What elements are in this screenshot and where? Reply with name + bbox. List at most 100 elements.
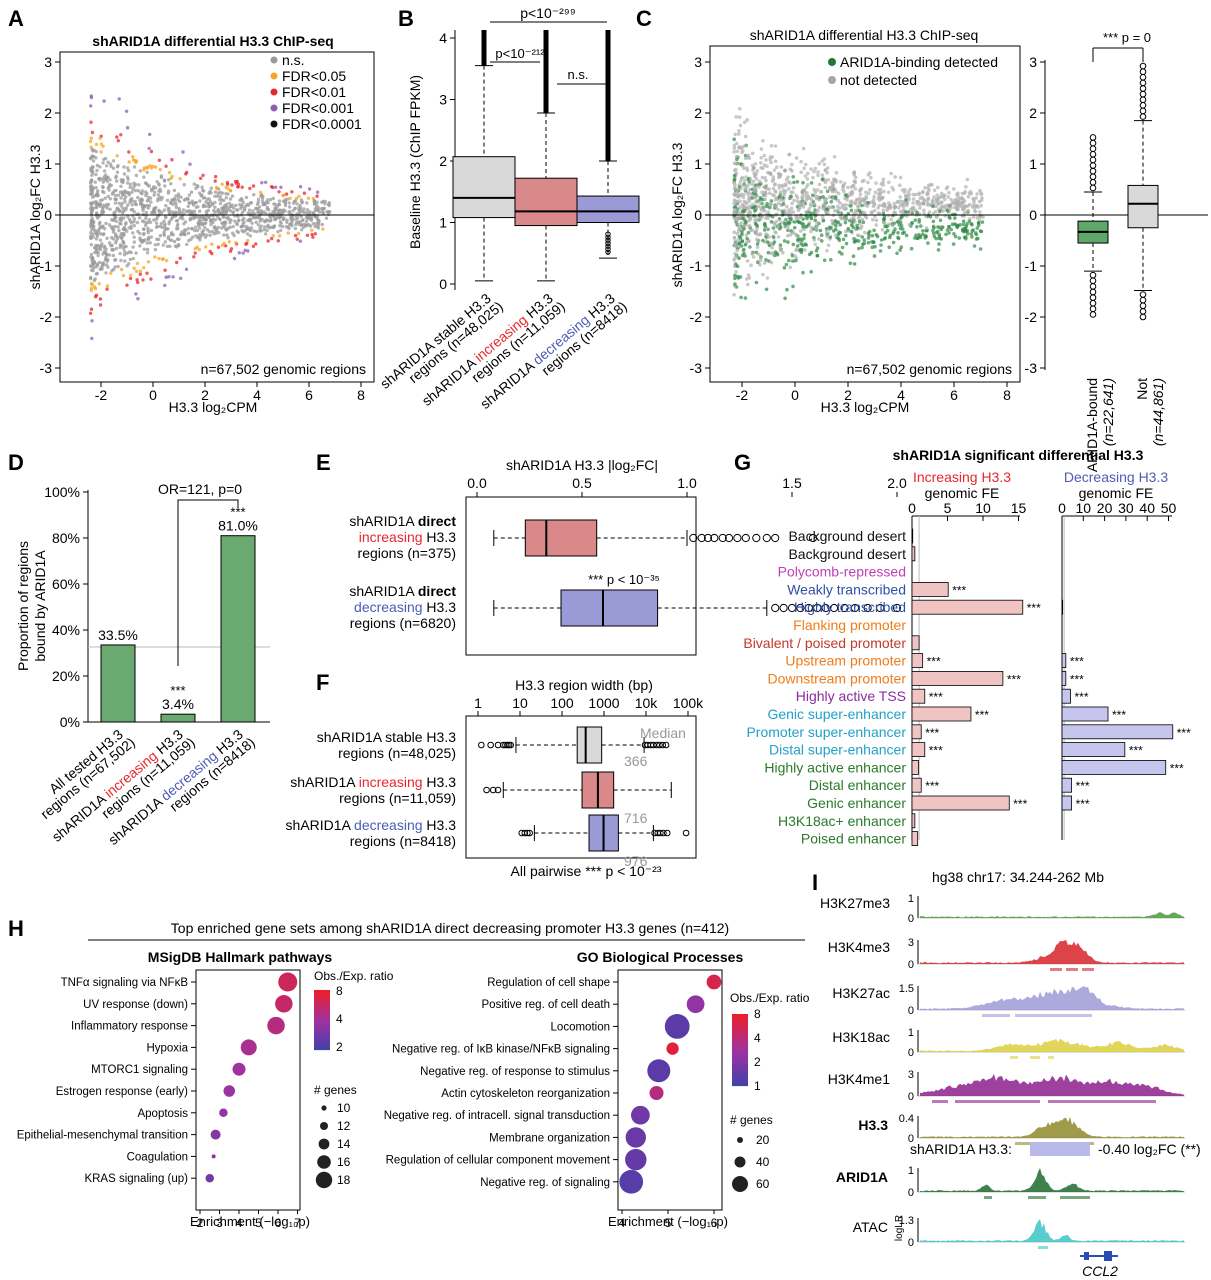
scatter-point xyxy=(153,243,157,247)
scatter-point xyxy=(160,210,164,214)
outlier xyxy=(733,533,742,543)
dec-significance: *** xyxy=(1070,672,1084,686)
row-label: Poised enhancer xyxy=(801,831,906,847)
scatter-point xyxy=(242,216,246,221)
scatter-point xyxy=(752,195,757,199)
panel-h-right-genes-title: # genes xyxy=(730,1113,773,1127)
inc-bar xyxy=(911,671,1004,686)
scatter-point xyxy=(771,226,776,230)
colorbar-tick: 2 xyxy=(754,1055,761,1069)
scatter-point xyxy=(283,198,287,202)
scatter-point xyxy=(156,193,160,197)
panel-a-letter: A xyxy=(8,6,24,31)
scatter-point xyxy=(758,200,762,204)
scatter-point xyxy=(102,203,106,207)
scatter-point xyxy=(752,186,757,190)
scatter-point xyxy=(797,206,802,210)
scatter-point xyxy=(830,189,834,193)
scatter-point xyxy=(146,237,151,241)
scatter-point xyxy=(962,235,967,240)
gene-set-label: Negative reg. of IκB kinase/NFκB signali… xyxy=(392,1044,610,1056)
scatter-point xyxy=(290,190,294,194)
scatter-point xyxy=(897,206,901,210)
scatter-point xyxy=(255,207,259,211)
scatter-point xyxy=(745,236,749,241)
scatter-point xyxy=(848,261,853,266)
scatter-point xyxy=(744,175,748,179)
scatter-point xyxy=(104,247,108,251)
scatter-point xyxy=(778,190,783,194)
scatter-point xyxy=(791,284,795,289)
scatter-point xyxy=(733,132,737,137)
scatter-point xyxy=(937,195,942,200)
outlier xyxy=(682,829,690,837)
scatter-point xyxy=(773,250,778,254)
panel-h-title: Top enriched gene sets among shARID1A di… xyxy=(171,920,729,936)
scatter-point xyxy=(273,202,277,207)
scatter-point xyxy=(133,199,137,204)
colorbar-cell xyxy=(314,1006,330,1009)
scatter-point xyxy=(776,235,781,239)
scatter-point xyxy=(767,235,771,239)
scatter-point xyxy=(240,229,244,233)
x-tick-label: 10k xyxy=(635,695,659,711)
scatter-point xyxy=(737,115,742,119)
scatter-point xyxy=(882,217,886,222)
panel-i-locus: hg38 chr17: 34.244-262 Mb xyxy=(932,869,1104,885)
bar-significance: *** xyxy=(170,683,185,698)
scatter-point xyxy=(120,236,124,240)
scatter-point xyxy=(870,210,874,214)
outlier xyxy=(1089,311,1097,318)
x-tick-label: 0 xyxy=(149,387,157,403)
inc-bar xyxy=(911,813,916,829)
outlier xyxy=(1089,134,1097,141)
scatter-point xyxy=(311,211,316,215)
scatter-point xyxy=(304,219,309,224)
scatter-point xyxy=(794,248,798,253)
colorbar-cell xyxy=(732,1023,748,1025)
scatter-point xyxy=(874,233,879,237)
scatter-point xyxy=(735,149,740,154)
enrichment-dot xyxy=(625,1148,647,1171)
scatter-point xyxy=(121,206,125,210)
outlier-strip xyxy=(481,30,487,66)
scatter-point xyxy=(891,213,895,218)
scatter-point xyxy=(295,202,299,206)
scatter-point xyxy=(939,200,944,205)
scatter-point xyxy=(879,238,884,242)
scatter-point xyxy=(318,210,322,214)
x-tick-label: 2 xyxy=(201,387,209,403)
scatter-point xyxy=(140,189,144,193)
x-tick-label: 30 xyxy=(1118,500,1134,516)
outlier xyxy=(605,240,611,246)
bar-value-label: 33.5% xyxy=(98,627,138,643)
colorbar-cell xyxy=(732,1041,748,1043)
scatter-point xyxy=(839,215,843,220)
scatter-point xyxy=(110,248,115,252)
row-label-line-2: regions (n=8418) xyxy=(350,833,456,849)
scatter-point xyxy=(177,243,181,248)
signal-track xyxy=(920,1168,1184,1192)
scatter-point xyxy=(254,242,258,246)
scatter-point xyxy=(158,189,163,193)
gene-set-label: Regulation of cell shape xyxy=(487,977,610,989)
scatter-point xyxy=(233,179,238,184)
scatter-point xyxy=(886,190,891,195)
scatter-point xyxy=(200,230,204,234)
scatter-point xyxy=(734,270,738,274)
scatter-point xyxy=(808,211,813,215)
scatter-point xyxy=(757,179,762,184)
scatter-point xyxy=(122,225,127,230)
track-name: H3K4me1 xyxy=(828,1071,890,1087)
scatter-point xyxy=(848,218,852,223)
scatter-point xyxy=(218,201,223,206)
scatter-point xyxy=(758,196,763,200)
row-label-line-1: shARID1A decreasing H3.3 xyxy=(286,817,457,833)
scatter-point xyxy=(737,222,741,227)
scatter-point xyxy=(109,164,113,169)
scatter-point xyxy=(163,224,167,228)
scatter-point xyxy=(823,185,828,190)
scatter-point xyxy=(105,252,109,257)
scatter-point xyxy=(791,175,795,179)
scatter-point xyxy=(753,204,757,209)
